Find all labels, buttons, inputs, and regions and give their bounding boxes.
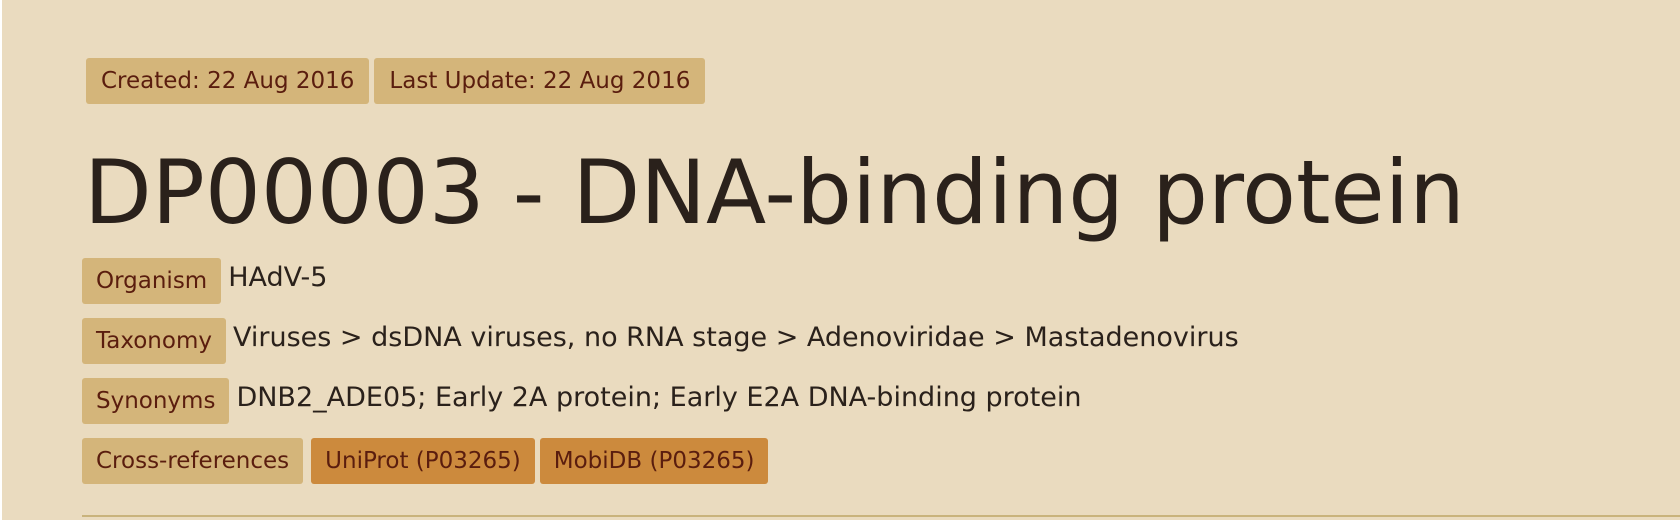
page-title: DP00003 - DNA-binding protein <box>84 141 1465 244</box>
last-update-badge: Last Update: 22 Aug 2016 <box>374 58 706 104</box>
taxonomy-value: Viruses > dsDNA viruses, no RNA stage > … <box>232 322 1239 353</box>
organism-row: Organism HAdV-5 <box>82 258 327 304</box>
synonyms-label: Synonyms <box>82 378 230 424</box>
organism-value: HAdV-5 <box>228 262 328 293</box>
mobidb-link[interactable]: MobiDB (P03265) <box>539 438 769 484</box>
taxonomy-label: Taxonomy <box>82 318 226 364</box>
organism-label: Organism <box>82 258 222 304</box>
synonyms-value: DNB2_ADE05; Early 2A protein; Early E2A … <box>236 382 1082 413</box>
cross-references-label: Cross-references <box>82 438 304 484</box>
taxonomy-row: Taxonomy Viruses > dsDNA viruses, no RNA… <box>82 318 1239 364</box>
date-badges: Created: 22 Aug 2016 Last Update: 22 Aug… <box>86 58 706 104</box>
uniprot-link[interactable]: UniProt (P03265) <box>311 438 535 484</box>
synonyms-row: Synonyms DNB2_ADE05; Early 2A protein; E… <box>82 378 1082 424</box>
created-date-badge: Created: 22 Aug 2016 <box>86 58 370 104</box>
section-divider <box>82 515 1680 517</box>
cross-references-row: Cross-references UniProt (P03265) MobiDB… <box>82 438 769 484</box>
